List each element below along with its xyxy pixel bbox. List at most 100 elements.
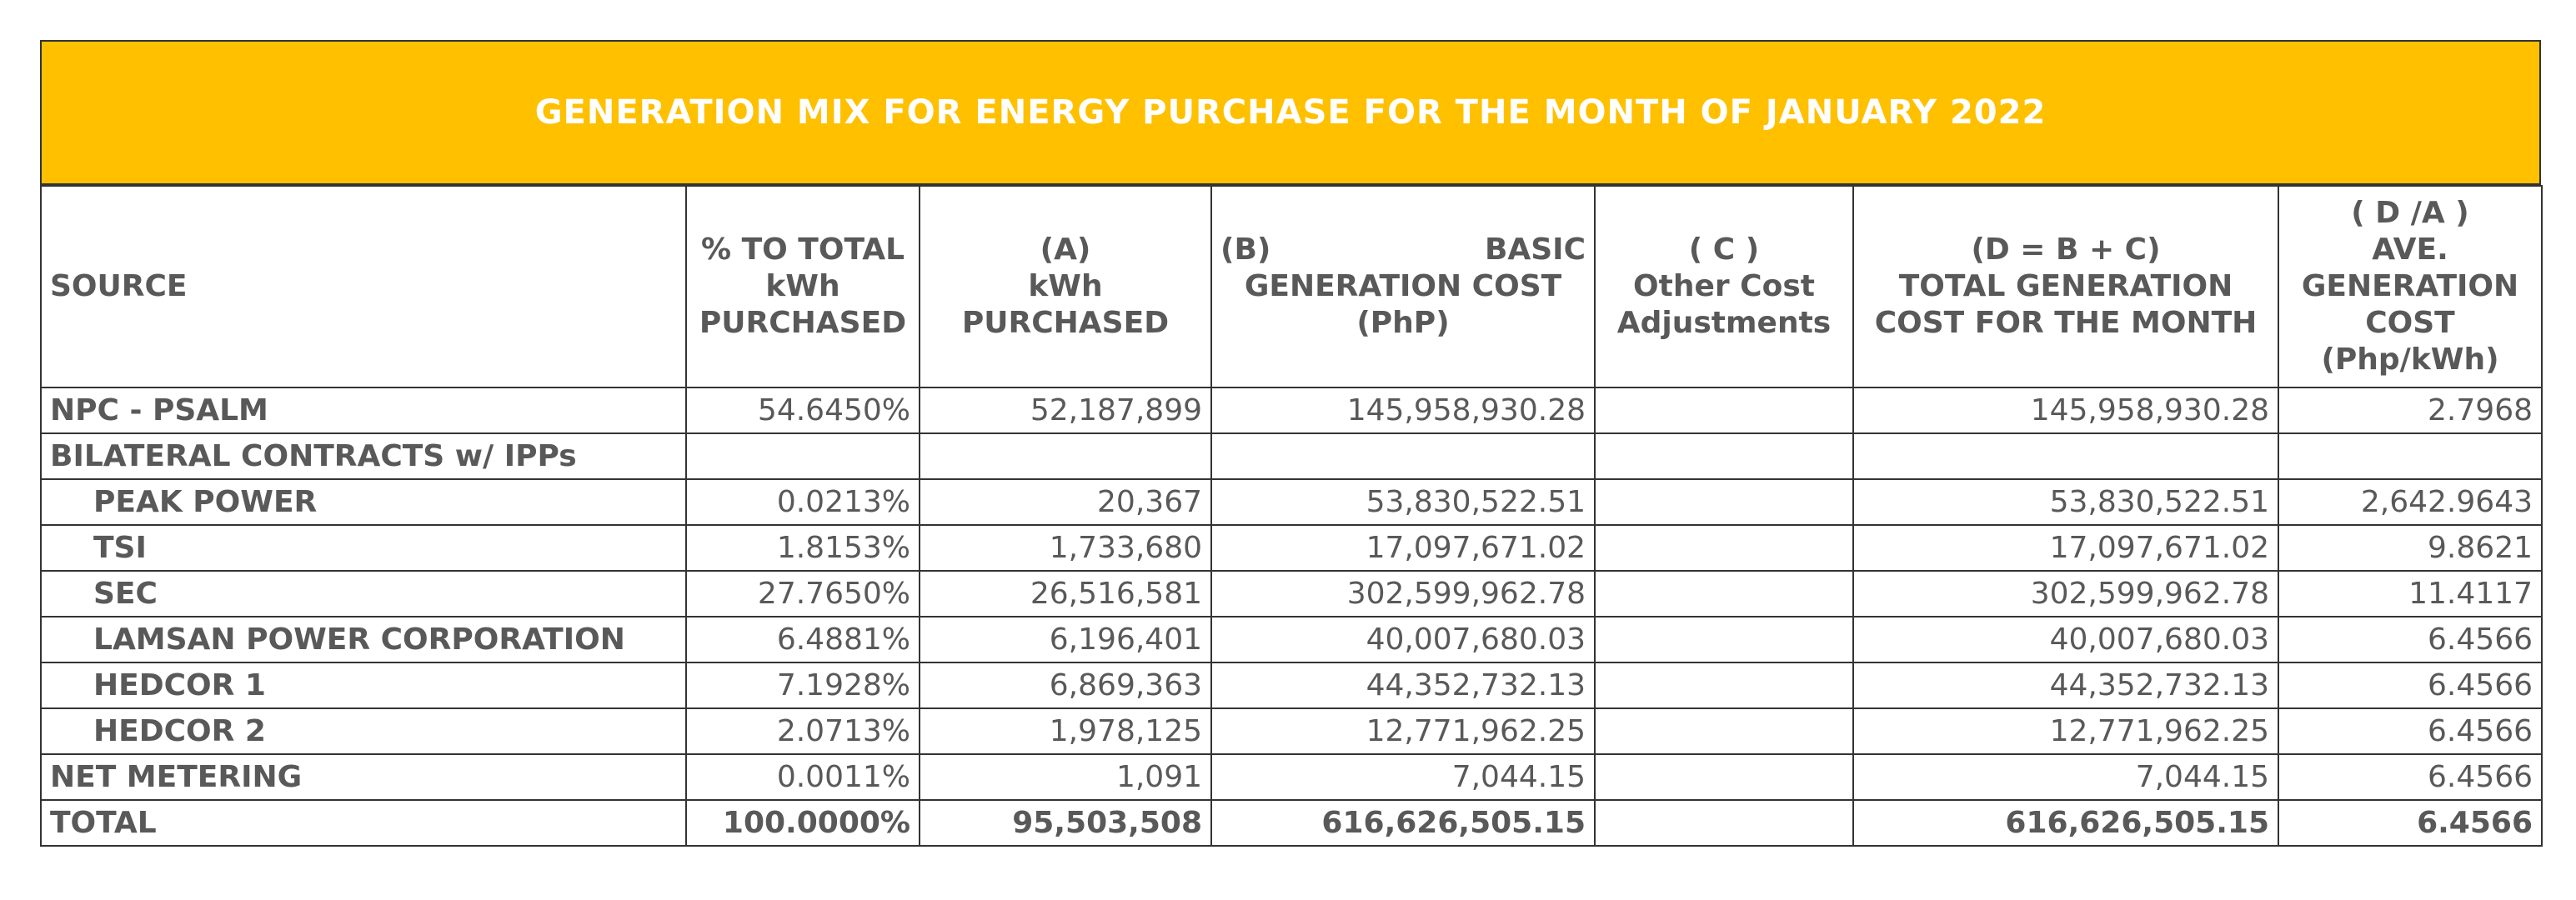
cell-basic-cost: 12,771,962.25 [1210,708,1596,755]
cell-kwh: 6,869,363 [919,662,1212,709]
cell-other-cost [1594,570,1854,618]
cell-kwh [919,432,1212,480]
cell-ave-cost [2278,432,2543,480]
header-other-cost: ( C ) Other Cost Adjustments [1594,185,1854,388]
cell-total-cost: 44,352,732.13 [1852,662,2279,709]
cell-basic-cost: 145,958,930.28 [1210,387,1596,434]
header-row: SOURCE % TO TOTAL kWh PURCHASED (A) kWh … [40,185,2543,388]
cell-basic-cost: 7,044.15 [1210,753,1596,801]
cell-other-cost [1594,524,1854,572]
cell-ave-cost: 6.4566 [2278,708,2543,755]
header-pct-line: % TO TOTAL [700,232,905,267]
total-row: TOTAL 100.0000% 95,503,508 616,626,505.1… [40,799,2543,847]
header-total-cost: (D = B + C) TOTAL GENERATION COST FOR TH… [1852,185,2279,388]
cell-basic-cost: 616,626,505.15 [1210,799,1596,847]
cell-kwh: 1,733,680 [919,524,1212,572]
cell-total-cost [1852,432,2279,480]
cell-basic-cost [1210,432,1596,480]
table-row: HEDCOR 1 7.1928% 6,869,363 44,352,732.13… [40,662,2543,709]
cell-other-cost [1594,662,1854,709]
header-kwh-line: (A) [1040,232,1091,267]
cell-source: TOTAL [40,799,687,847]
cell-basic-cost: 302,599,962.78 [1210,570,1596,618]
cell-source: HEDCOR 2 [40,708,687,755]
header-basic-line1: (B) BASIC [1220,232,1586,268]
cell-kwh: 1,978,125 [919,708,1212,755]
header-basic-line: GENERATION COST [1244,269,1562,303]
table-row: LAMSAN POWER CORPORATION 6.4881% 6,196,4… [40,616,2543,663]
cell-other-cost [1594,708,1854,755]
header-ave-line: GENERATION [2301,269,2519,303]
cell-total-cost: 145,958,930.28 [1852,387,2279,434]
table-row: NET METERING 0.0011% 1,091 7,044.15 7,04… [40,753,2543,801]
cell-basic-cost: 53,830,522.51 [1210,478,1596,526]
table-row: BILATERAL CONTRACTS w/ IPPs [40,432,2543,480]
header-other-line: ( C ) [1688,232,1760,267]
generation-mix-table-container: GENERATION MIX FOR ENERGY PURCHASE FOR T… [40,40,2543,847]
cell-source: SEC [40,570,687,618]
cell-pct: 2.0713% [685,708,920,755]
header-pct-line: kWh [765,269,840,303]
header-kwh-line: kWh [1028,269,1103,303]
header-ave-line: (Php/kWh) [2321,342,2499,377]
cell-kwh: 26,516,581 [919,570,1212,618]
cell-other-cost [1594,616,1854,663]
table-row: SEC 27.7650% 26,516,581 302,599,962.78 3… [40,570,2543,618]
cell-ave-cost: 6.4566 [2278,753,2543,801]
cell-ave-cost: 11.4117 [2278,570,2543,618]
cell-kwh: 6,196,401 [919,616,1212,663]
cell-ave-cost: 2,642.9643 [2278,478,2543,526]
cell-kwh: 52,187,899 [919,387,1212,434]
header-other-line: Adjustments [1616,306,1832,340]
table-title-bar: GENERATION MIX FOR ENERGY PURCHASE FOR T… [40,40,2541,185]
header-other-line: Other Cost [1633,269,1815,303]
cell-pct [685,432,920,480]
cell-source: HEDCOR 1 [40,662,687,709]
cell-ave-cost: 9.8621 [2278,524,2543,572]
header-ave-cost: ( D /A ) AVE. GENERATION COST (Php/kWh) [2278,185,2543,388]
cell-source: NPC - PSALM [40,387,687,434]
cell-basic-cost: 40,007,680.03 [1210,616,1596,663]
header-pct: % TO TOTAL kWh PURCHASED [685,185,920,388]
cell-pct: 6.4881% [685,616,920,663]
cell-pct: 7.1928% [685,662,920,709]
cell-kwh: 1,091 [919,753,1212,801]
header-ave-line: COST [2365,306,2455,340]
header-basic-line: (PhP) [1356,306,1450,340]
cell-pct: 54.6450% [685,387,920,434]
table-row: NPC - PSALM 54.6450% 52,187,899 145,958,… [40,387,2543,434]
table-row: TSI 1.8153% 1,733,680 17,097,671.02 17,0… [40,524,2543,572]
cell-basic-cost: 17,097,671.02 [1210,524,1596,572]
header-basic-label-b: (B) [1220,232,1271,267]
cell-pct: 100.0000% [685,799,920,847]
cell-total-cost: 17,097,671.02 [1852,524,2279,572]
cell-kwh: 20,367 [919,478,1212,526]
header-kwh: (A) kWh PURCHASED [919,185,1212,388]
header-source: SOURCE [40,185,687,388]
cell-total-cost: 302,599,962.78 [1852,570,2279,618]
header-kwh-line: PURCHASED [961,306,1170,340]
cell-pct: 27.7650% [685,570,920,618]
cell-total-cost: 53,830,522.51 [1852,478,2279,526]
header-basic-cost: (B) BASIC GENERATION COST (PhP) [1210,185,1596,388]
cell-source: BILATERAL CONTRACTS w/ IPPs [40,432,687,480]
table-row: HEDCOR 2 2.0713% 1,978,125 12,771,962.25… [40,708,2543,755]
header-basic-label-basic: BASIC [1484,232,1586,267]
table-title: GENERATION MIX FOR ENERGY PURCHASE FOR T… [534,93,2047,132]
cell-pct: 0.0213% [685,478,920,526]
cell-ave-cost: 6.4566 [2278,662,2543,709]
cell-pct: 0.0011% [685,753,920,801]
cell-total-cost: 7,044.15 [1852,753,2279,801]
header-ave-line: ( D /A ) [2351,196,2469,230]
header-total-line: TOTAL GENERATION [1898,269,2233,303]
cell-other-cost [1594,478,1854,526]
cell-source: PEAK POWER [40,478,687,526]
header-total-line: COST FOR THE MONTH [1874,306,2258,340]
cell-other-cost [1594,753,1854,801]
cell-other-cost [1594,387,1854,434]
header-total-line: (D = B + C) [1971,232,2161,267]
header-pct-line: PURCHASED [699,306,907,340]
cell-other-cost [1594,432,1854,480]
table-row: PEAK POWER 0.0213% 20,367 53,830,522.51 … [40,478,2543,526]
cell-pct: 1.8153% [685,524,920,572]
